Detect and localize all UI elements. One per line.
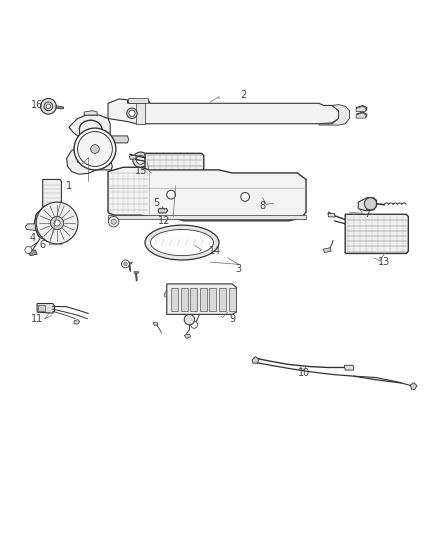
Polygon shape [56,106,63,109]
Circle shape [129,110,135,116]
Circle shape [127,108,137,118]
Text: 7: 7 [364,209,370,219]
Polygon shape [165,290,167,297]
Text: 4: 4 [30,233,36,243]
Circle shape [109,216,119,227]
Ellipse shape [150,230,214,256]
Polygon shape [171,288,178,311]
Polygon shape [319,104,350,125]
Circle shape [124,262,127,265]
Polygon shape [190,288,197,311]
Polygon shape [356,107,366,111]
Polygon shape [145,154,204,188]
Circle shape [184,314,194,325]
Circle shape [25,246,32,254]
Text: 10: 10 [298,368,310,378]
Text: 13: 13 [378,257,391,267]
Polygon shape [127,262,132,264]
Polygon shape [134,272,139,273]
Circle shape [133,152,148,168]
Polygon shape [181,288,187,311]
Polygon shape [129,155,136,159]
Bar [136,103,145,124]
Polygon shape [209,288,216,311]
Circle shape [241,192,250,201]
Polygon shape [356,113,366,118]
Circle shape [256,192,260,197]
Polygon shape [219,288,226,311]
Polygon shape [110,136,128,143]
Text: 2: 2 [240,90,246,100]
Polygon shape [410,383,417,389]
Polygon shape [200,288,207,311]
Ellipse shape [145,225,219,260]
Circle shape [253,189,264,200]
Text: 6: 6 [40,240,46,250]
Circle shape [44,102,53,111]
Polygon shape [184,334,191,338]
Circle shape [136,156,145,164]
Polygon shape [358,198,377,211]
Polygon shape [158,208,168,213]
Text: 8: 8 [259,200,265,211]
Polygon shape [39,305,45,311]
Circle shape [167,190,176,199]
Polygon shape [67,147,113,174]
Polygon shape [108,215,306,219]
Text: 14: 14 [208,246,221,256]
Polygon shape [344,365,354,370]
Text: 5: 5 [153,198,159,208]
Polygon shape [323,248,331,253]
Polygon shape [167,284,237,314]
Circle shape [91,144,99,154]
Text: 12: 12 [159,216,171,226]
Bar [127,98,148,103]
Text: 15: 15 [134,166,147,176]
Circle shape [249,185,268,204]
Circle shape [74,128,116,170]
Text: 1: 1 [66,181,72,191]
Circle shape [78,132,113,166]
Polygon shape [34,204,76,243]
Circle shape [41,99,56,114]
Circle shape [50,216,64,230]
Polygon shape [108,99,339,124]
Text: 9: 9 [229,314,235,324]
Polygon shape [28,250,37,256]
Text: 16: 16 [31,100,43,110]
Polygon shape [153,322,158,325]
Polygon shape [84,111,97,115]
Polygon shape [69,115,110,140]
Polygon shape [345,214,408,254]
Circle shape [46,104,50,109]
Circle shape [36,202,78,244]
Polygon shape [229,288,236,311]
Polygon shape [252,357,259,363]
Circle shape [111,219,116,224]
Polygon shape [328,213,335,217]
Polygon shape [74,320,80,324]
Text: 11: 11 [32,314,44,324]
Circle shape [121,260,129,268]
Circle shape [191,321,198,328]
Circle shape [364,198,377,210]
Text: 3: 3 [236,264,242,273]
Polygon shape [37,303,54,313]
Polygon shape [25,224,35,230]
Circle shape [54,220,60,226]
Polygon shape [108,167,306,221]
Polygon shape [43,180,61,213]
